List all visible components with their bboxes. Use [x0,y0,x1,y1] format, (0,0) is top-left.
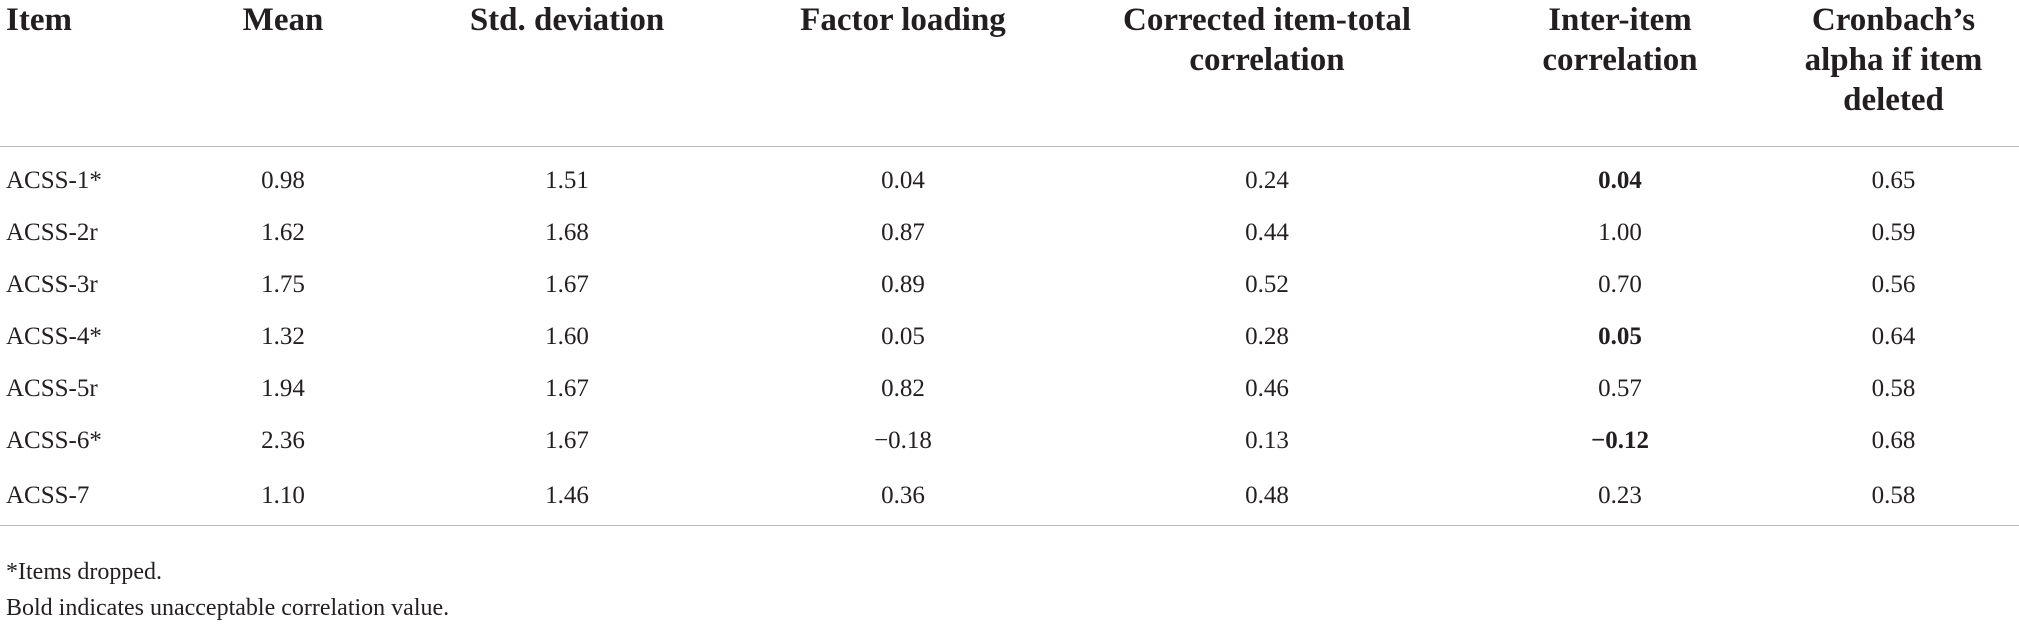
cell-inter-item: −0.12 [1591,427,1649,454]
table-row: ACSS-4* 1.32 1.60 0.05 0.28 0.05 0.64 [0,311,2019,363]
cell-inter-item: 0.23 [1472,467,1768,526]
cell-factor-loading: 0.87 [881,219,925,246]
table-row: ACSS-6* 2.36 1.67 −0.18 0.13 −0.12 0.68 [0,415,2019,467]
footnote-bold-meaning: Bold indicates unacceptable correlation … [6,595,450,621]
cell-corrected-item-total: 0.46 [1245,375,1289,402]
cell-mean: 1.10 [176,467,390,526]
cell-item: ACSS-2r [6,219,98,246]
cell-factor-loading: 0.82 [881,375,925,402]
cell-corrected-item-total: 0.24 [1245,167,1289,194]
table-footnotes: *Items dropped. Bold indicates unaccepta… [6,554,449,626]
header-row: Item Mean Std. deviation Factor loading … [0,0,2019,147]
column-header-corrected-item-total: Corrected item-total correlation [1062,0,1472,147]
table-row: ACSS-2r 1.62 1.68 0.87 0.44 1.00 0.59 [0,207,2019,259]
cell-mean: 2.36 [261,427,305,454]
cell-std-deviation: 1.60 [545,323,589,350]
cell-corrected-item-total: 0.44 [1245,219,1289,246]
table-row: ACSS-7 1.10 1.46 0.36 0.48 0.23 0.58 [0,467,2019,526]
cell-item: ACSS-1* [6,167,102,194]
cell-factor-loading: 0.04 [881,167,925,194]
cell-std-deviation: 1.46 [390,467,744,526]
cell-cronbach-alpha: 0.65 [1871,167,1916,194]
cell-corrected-item-total: 0.28 [1245,323,1289,350]
cell-item: ACSS-4* [6,323,102,350]
cell-inter-item: 0.05 [1598,323,1642,350]
cell-item: ACSS-6* [6,427,102,454]
table-row: ACSS-1* 0.98 1.51 0.04 0.24 0.04 0.65 [0,147,2019,208]
cell-corrected-item-total: 0.52 [1245,271,1289,298]
table-header: Item Mean Std. deviation Factor loading … [0,0,2019,147]
table-body: ACSS-1* 0.98 1.51 0.04 0.24 0.04 0.65 AC… [0,147,2019,526]
cell-cronbach-alpha: 0.68 [1871,427,1916,454]
cell-corrected-item-total: 0.48 [1062,467,1472,526]
cell-mean: 1.94 [261,375,305,402]
cell-std-deviation: 1.67 [545,375,589,402]
cell-cronbach-alpha: 0.59 [1871,219,1916,246]
footnote-items-dropped: *Items dropped. [6,559,162,585]
cell-cronbach-alpha: 0.64 [1871,323,1916,350]
cell-inter-item: 1.00 [1598,219,1642,246]
cell-factor-loading: 0.05 [881,323,925,350]
column-header-factor-loading: Factor loading [744,0,1062,147]
cell-factor-loading: 0.89 [881,271,925,298]
cell-inter-item: 0.70 [1598,271,1642,298]
cell-item: ACSS-7 [0,467,176,526]
column-header-mean: Mean [176,0,390,147]
cell-std-deviation: 1.67 [545,427,589,454]
column-header-cronbach-alpha: Cronbach’s alpha if item deleted [1768,0,2019,147]
table-row: ACSS-3r 1.75 1.67 0.89 0.52 0.70 0.56 [0,259,2019,311]
column-header-std-deviation: Std. deviation [390,0,744,147]
cell-cronbach-alpha: 0.58 [1768,467,2019,526]
cell-factor-loading: 0.36 [744,467,1062,526]
cell-item: ACSS-5r [6,375,98,402]
column-header-inter-item: Inter-item correlation [1472,0,1768,147]
cell-mean: 1.75 [261,271,305,298]
table-row: ACSS-5r 1.94 1.67 0.82 0.46 0.57 0.58 [0,363,2019,415]
cell-item: ACSS-3r [6,271,98,298]
cell-std-deviation: 1.68 [545,219,589,246]
column-header-item: Item [0,0,176,147]
item-statistics-table: Item Mean Std. deviation Factor loading … [0,0,2019,526]
cell-inter-item: 0.57 [1598,375,1642,402]
cell-mean: 1.32 [261,323,305,350]
cell-std-deviation: 1.51 [545,167,589,194]
cell-cronbach-alpha: 0.56 [1871,271,1916,298]
cell-cronbach-alpha: 0.58 [1871,375,1916,402]
cell-mean: 1.62 [261,219,305,246]
cell-mean: 0.98 [261,167,305,194]
cell-inter-item: 0.04 [1598,167,1642,194]
cell-corrected-item-total: 0.13 [1245,427,1289,454]
cell-std-deviation: 1.67 [545,271,589,298]
cell-factor-loading: −0.18 [874,427,932,454]
